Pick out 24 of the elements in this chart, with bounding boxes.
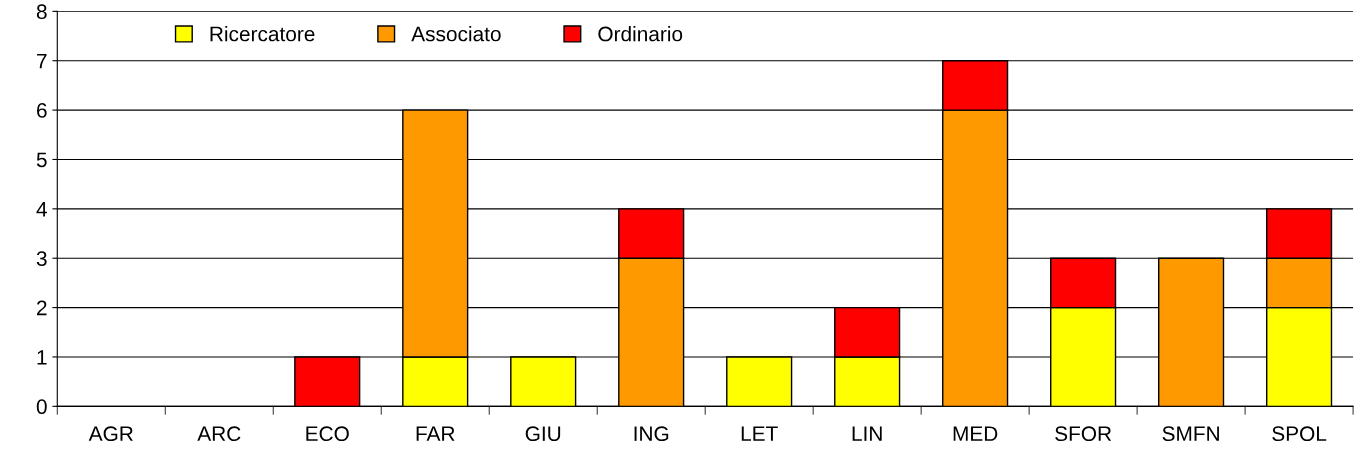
y-tick-label: 7 — [37, 53, 47, 69]
y-tick-label: 3 — [36, 251, 47, 266]
legend-label: Associato — [411, 26, 501, 42]
x-tick-label: SMFN — [1162, 426, 1219, 442]
y-tick-label: 4 — [36, 202, 47, 217]
x-tick-label: MED — [953, 426, 998, 441]
x-tick-label: FAR — [416, 426, 455, 441]
y-tick-label: 2 — [37, 300, 47, 316]
legend-label: Ricercatore — [210, 26, 315, 42]
x-tick-label: SPOL — [1272, 426, 1327, 442]
y-tick-label: 8 — [36, 4, 47, 20]
legend-label: Ordinario — [598, 26, 683, 42]
x-tick-label: LET — [741, 426, 778, 441]
y-tick-label: 0 — [36, 399, 47, 415]
x-tick-label: ARC — [197, 426, 241, 442]
y-tick-label: 6 — [37, 103, 47, 118]
y-tick-label: 1 — [37, 350, 47, 365]
x-tick-label: AGR — [88, 426, 133, 442]
x-tick-label: ECO — [306, 426, 349, 442]
y-tick-label: 5 — [36, 152, 47, 168]
x-tick-label: LIN — [852, 426, 882, 441]
x-tick-label: GIU — [525, 426, 561, 442]
x-tick-label: ING — [634, 426, 669, 442]
x-tick-label: SFOR — [1055, 426, 1112, 442]
